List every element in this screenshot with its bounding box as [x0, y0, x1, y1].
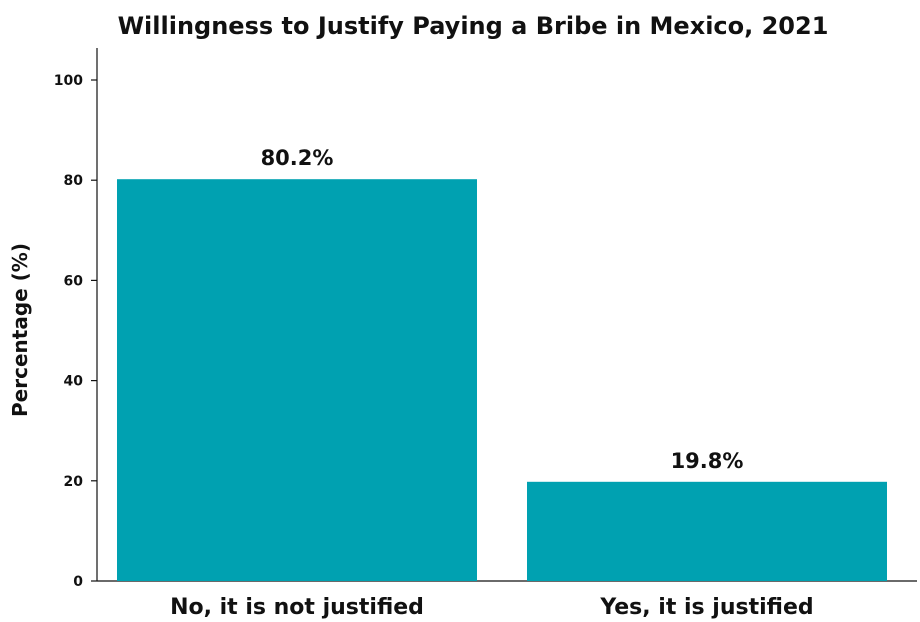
y-tick-label: 20 [64, 474, 84, 490]
y-axis-label: Percentage (%) [8, 243, 32, 417]
bar [527, 481, 887, 581]
y-tick-label: 60 [64, 273, 84, 289]
y-tick-label: 80 [64, 173, 84, 189]
y-tick-label: 40 [64, 374, 84, 390]
bar [117, 179, 477, 581]
plot-area: 0 20 40 60 80 100 80.2% No, it is not justified… [54, 48, 917, 620]
y-tick-label: 0 [73, 574, 83, 590]
y-tick-label: 100 [54, 73, 83, 89]
data-label: 19.8% [671, 449, 744, 473]
x-tick-label: No, it is not justified [170, 595, 424, 620]
data-label: 80.2% [261, 146, 334, 170]
x-tick-label: Yes, it is justified [599, 595, 813, 620]
chart-title: Willingness to Justify Paying a Bribe in… [118, 12, 829, 40]
